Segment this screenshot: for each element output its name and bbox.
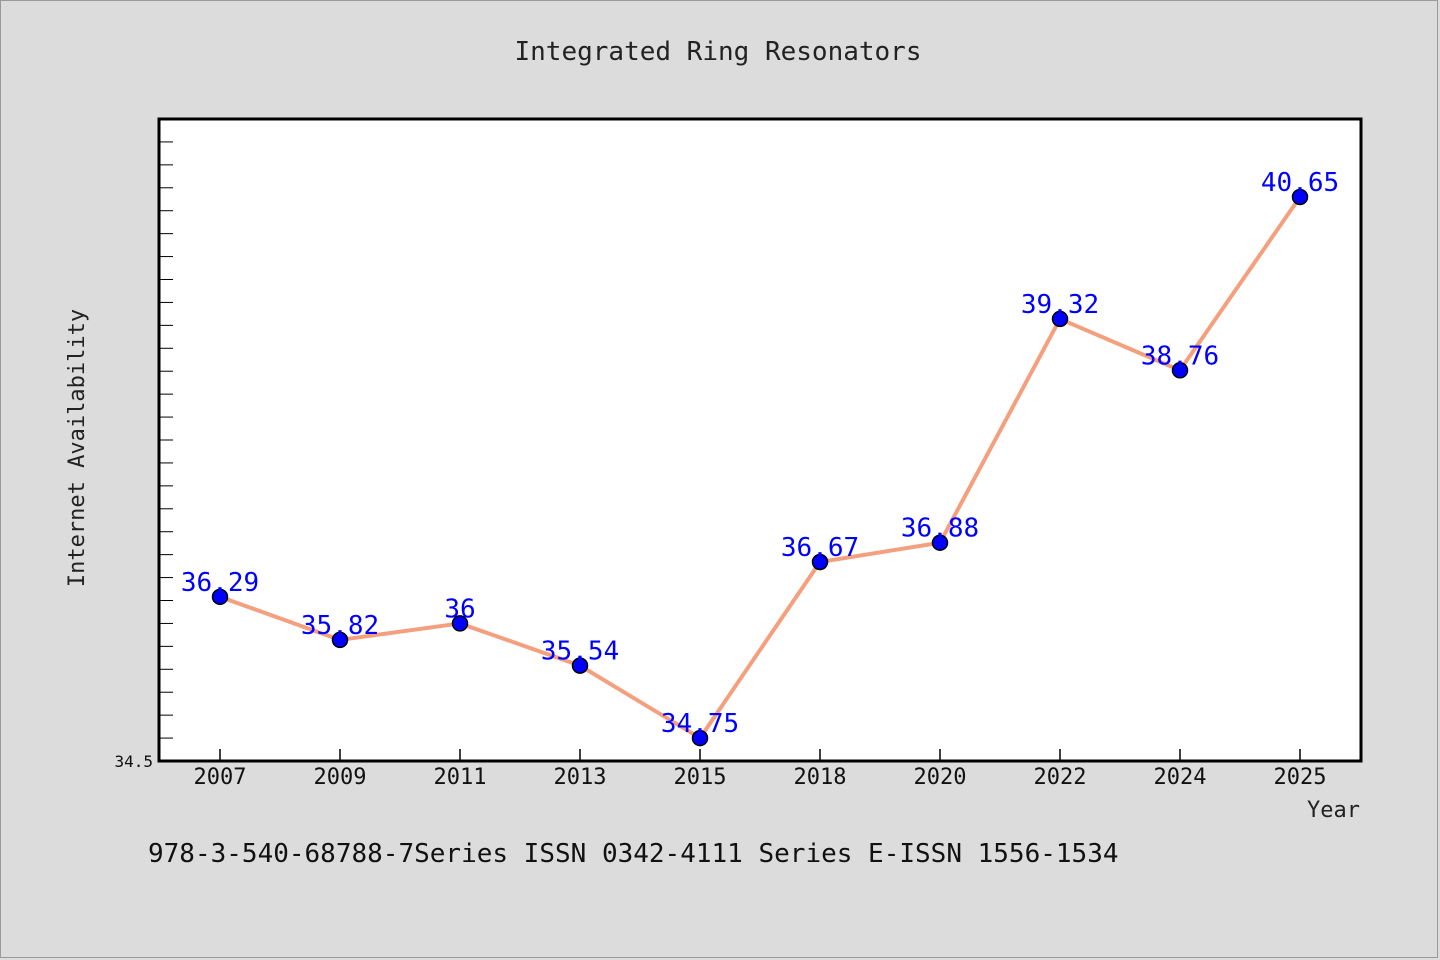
data-label: 38.76 — [1141, 341, 1219, 371]
x-tick-label: 2013 — [554, 765, 607, 790]
data-label: 36.88 — [901, 514, 979, 544]
data-point — [451, 615, 469, 632]
data-point — [931, 534, 949, 551]
plot-area — [157, 117, 1363, 763]
data-point — [691, 729, 709, 747]
x-axis-tick-labels: 2007 2009 2011 2013 2015 2018 2020 2022 2024 2025 — [194, 765, 1327, 790]
x-tick-label: 2015 — [674, 765, 727, 790]
x-tick-label: 2025 — [1274, 765, 1327, 790]
data-label: 36 — [444, 594, 475, 624]
data-label: 35.54 — [541, 637, 619, 667]
x-axis-ticks — [219, 749, 1301, 761]
x-tick-label: 2009 — [314, 765, 367, 790]
y-axis-label: Internet Availability — [65, 309, 90, 587]
data-point — [811, 553, 829, 571]
x-tick-label: 2020 — [914, 765, 967, 790]
data-label: 36.29 — [181, 568, 259, 598]
data-point — [1291, 188, 1309, 206]
series-line — [219, 195, 1302, 741]
data-point — [331, 631, 349, 649]
data-label: 35.82 — [301, 611, 379, 641]
x-axis-label: Year — [1307, 798, 1360, 823]
chart-title: Integrated Ring Resonators — [515, 37, 922, 67]
data-label: 36.67 — [781, 533, 859, 563]
x-tick-label: 2024 — [1154, 765, 1207, 790]
data-labels: 36.29 35.82 36 35.54 34.75 36.67 36.88 39.32 38.… — [181, 168, 1339, 739]
x-tick-label: 2022 — [1034, 765, 1087, 790]
data-point — [1171, 362, 1189, 379]
data-point — [571, 657, 589, 674]
y-tick-label: 34.5 — [114, 752, 153, 771]
data-point — [211, 588, 229, 606]
x-tick-label: 2011 — [434, 765, 487, 790]
data-label: 40.65 — [1261, 168, 1339, 198]
data-point — [1051, 310, 1069, 328]
x-tick-label: 2018 — [794, 765, 847, 790]
data-label: 34.75 — [661, 709, 739, 739]
y-axis-ticks — [159, 141, 173, 762]
y-axis-tick-labels: 34.5 — [114, 752, 153, 771]
x-tick-label: 2007 — [194, 765, 247, 790]
data-markers — [211, 188, 1309, 747]
footer-isbn-text: 978-3-540-68788-7Series ISSN 0342-4111 S… — [148, 839, 1119, 869]
data-label: 39.32 — [1021, 290, 1099, 320]
